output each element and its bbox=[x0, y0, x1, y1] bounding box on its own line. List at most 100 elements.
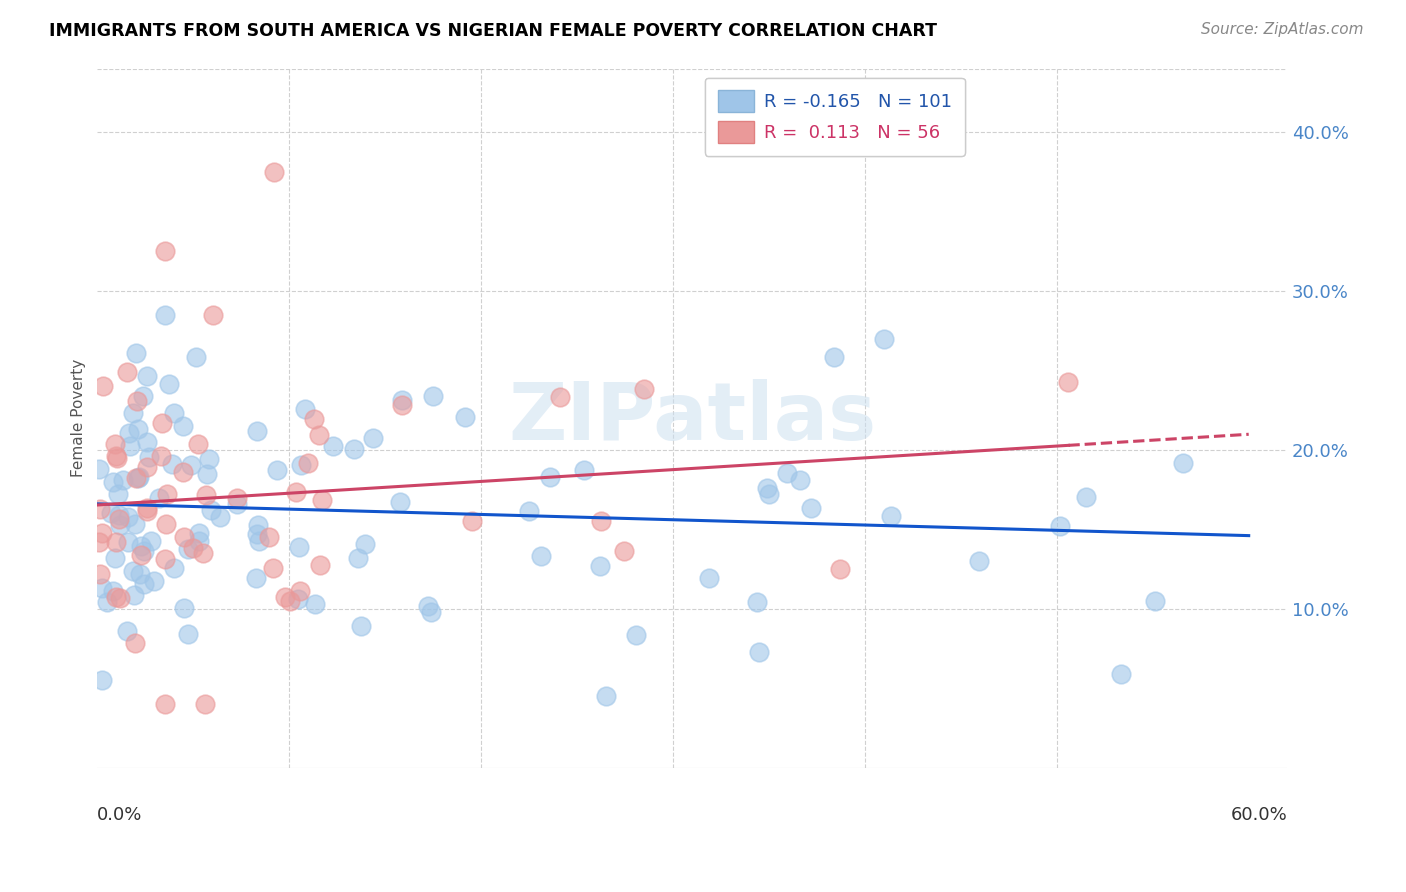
Point bbox=[108, 518, 131, 533]
Point bbox=[153, 308, 176, 322]
Point bbox=[194, 697, 217, 711]
Point bbox=[181, 541, 204, 556]
Point bbox=[150, 416, 173, 430]
Point bbox=[1109, 667, 1132, 681]
Point bbox=[136, 435, 159, 450]
Point bbox=[108, 591, 131, 605]
Point bbox=[195, 467, 218, 481]
Point bbox=[173, 600, 195, 615]
Point bbox=[127, 471, 149, 485]
Point bbox=[1074, 490, 1097, 504]
Point bbox=[91, 673, 114, 688]
Point bbox=[100, 507, 122, 521]
Point bbox=[823, 350, 845, 364]
Point bbox=[90, 581, 112, 595]
Point bbox=[131, 389, 153, 403]
Point bbox=[172, 465, 194, 479]
Point bbox=[245, 571, 267, 585]
Point bbox=[422, 389, 444, 403]
Point bbox=[246, 527, 269, 541]
Point bbox=[96, 595, 118, 609]
Point bbox=[111, 474, 134, 488]
Point bbox=[461, 514, 484, 528]
Point bbox=[363, 431, 385, 445]
Point bbox=[294, 402, 316, 417]
Point bbox=[187, 525, 209, 540]
Point bbox=[389, 495, 412, 509]
Point bbox=[589, 559, 612, 574]
Point bbox=[105, 590, 128, 604]
Point bbox=[353, 537, 375, 551]
Text: 0.0%: 0.0% bbox=[97, 806, 143, 824]
Point bbox=[101, 475, 124, 489]
Point bbox=[89, 566, 111, 581]
Point bbox=[124, 516, 146, 531]
Point bbox=[800, 501, 823, 516]
Point bbox=[530, 549, 553, 564]
Point bbox=[122, 588, 145, 602]
Point bbox=[89, 534, 111, 549]
Point bbox=[311, 492, 333, 507]
Point bbox=[160, 457, 183, 471]
Point bbox=[290, 458, 312, 472]
Point bbox=[226, 497, 249, 511]
Point bbox=[257, 530, 280, 544]
Text: 60.0%: 60.0% bbox=[1230, 806, 1286, 824]
Point bbox=[148, 491, 170, 505]
Point bbox=[419, 606, 441, 620]
Point bbox=[309, 558, 332, 573]
Point bbox=[595, 689, 617, 703]
Point bbox=[697, 571, 720, 585]
Point bbox=[745, 595, 768, 609]
Point bbox=[262, 561, 284, 575]
Point bbox=[135, 500, 157, 515]
Point bbox=[350, 618, 373, 632]
Point bbox=[633, 382, 655, 396]
Point bbox=[136, 368, 159, 383]
Point bbox=[278, 594, 301, 608]
Point bbox=[125, 470, 148, 484]
Point bbox=[115, 624, 138, 638]
Point bbox=[157, 377, 180, 392]
Point bbox=[1144, 594, 1167, 608]
Point bbox=[247, 533, 270, 548]
Point bbox=[1049, 519, 1071, 533]
Point bbox=[125, 346, 148, 360]
Point bbox=[391, 393, 413, 408]
Point bbox=[153, 552, 176, 566]
Point bbox=[187, 437, 209, 451]
Point bbox=[756, 481, 779, 495]
Point bbox=[115, 365, 138, 379]
Point bbox=[188, 534, 211, 549]
Point bbox=[155, 517, 177, 532]
Point bbox=[302, 411, 325, 425]
Point bbox=[194, 488, 217, 502]
Point bbox=[202, 308, 225, 322]
Point bbox=[1173, 456, 1195, 470]
Point bbox=[136, 504, 159, 518]
Point bbox=[125, 394, 148, 409]
Legend: R = -0.165   N = 101, R =  0.113   N = 56: R = -0.165 N = 101, R = 0.113 N = 56 bbox=[704, 78, 965, 156]
Text: Source: ZipAtlas.com: Source: ZipAtlas.com bbox=[1201, 22, 1364, 37]
Point bbox=[104, 550, 127, 565]
Text: ZIPatlas: ZIPatlas bbox=[508, 379, 876, 457]
Point bbox=[139, 533, 162, 548]
Point bbox=[105, 449, 128, 463]
Point bbox=[830, 562, 852, 576]
Point bbox=[143, 574, 166, 589]
Point bbox=[122, 564, 145, 578]
Point bbox=[108, 512, 131, 526]
Text: IMMIGRANTS FROM SOUTH AMERICA VS NIGERIAN FEMALE POVERTY CORRELATION CHART: IMMIGRANTS FROM SOUTH AMERICA VS NIGERIA… bbox=[49, 22, 938, 40]
Point bbox=[346, 551, 368, 566]
Point bbox=[873, 332, 896, 346]
Point bbox=[776, 466, 799, 480]
Point bbox=[391, 398, 413, 412]
Point bbox=[200, 503, 222, 517]
Point bbox=[246, 424, 269, 438]
Point bbox=[416, 599, 439, 613]
Point bbox=[247, 518, 270, 533]
Point bbox=[91, 378, 114, 392]
Point bbox=[128, 567, 150, 582]
Point bbox=[343, 442, 366, 457]
Point bbox=[177, 541, 200, 556]
